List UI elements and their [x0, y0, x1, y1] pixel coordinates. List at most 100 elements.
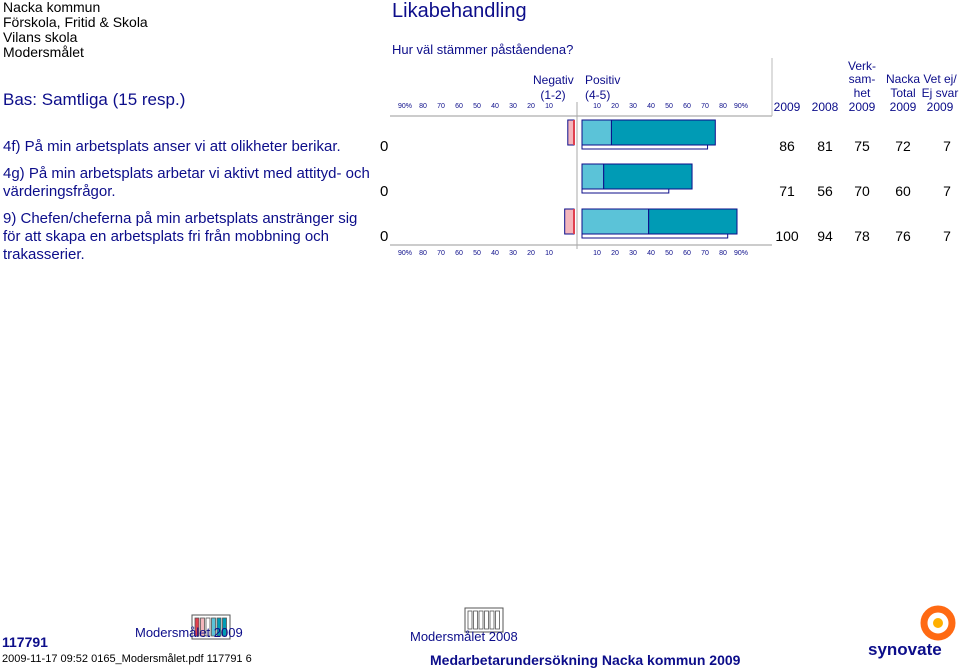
- org-name: Nacka kommun: [3, 0, 101, 15]
- tick-label-neg-top: 50: [473, 103, 481, 110]
- tick-label-pos-top: 10: [593, 103, 601, 110]
- col-vet-3: 2009: [926, 100, 954, 114]
- tick-label-pos-bottom: 70: [701, 250, 709, 257]
- tick-label-neg-bottom: 10: [545, 250, 553, 257]
- bar-2009-pos-fully: [603, 163, 693, 190]
- value-2008-4f: 81: [817, 138, 833, 154]
- tick-label-neg-top: 80: [419, 103, 427, 110]
- col-2008: 2008: [811, 100, 839, 114]
- footer-code: 117791: [2, 634, 48, 650]
- col-nacka-1: Nacka: [885, 72, 920, 86]
- legend-2008-icon-swatch: [489, 610, 495, 630]
- value-2008-9: 94: [817, 228, 833, 244]
- bar-2009-neg-partly: [564, 208, 575, 235]
- tick-label-pos-bottom: 90%: [734, 250, 748, 257]
- page-subtitle: Hur väl stämmer påståendena?: [392, 42, 574, 57]
- bar-2009-neg-fully: [573, 120, 575, 145]
- value-vet-4g: 7: [943, 183, 951, 199]
- tick-label-pos-bottom: 80: [719, 250, 727, 257]
- tick-label-neg-bottom: 20: [527, 250, 535, 257]
- col-positiv: Positiv: [585, 73, 621, 87]
- zero-label-4g: 0: [380, 183, 389, 200]
- legend-2009-icon-swatch: [211, 617, 216, 637]
- legend-2008-icon-swatch: [484, 610, 489, 630]
- value-nacka-4g: 60: [895, 183, 911, 199]
- tick-label-pos-top: 40: [647, 103, 655, 110]
- tick-label-pos-top: 90%: [734, 103, 748, 110]
- col-verk-4: 2009: [848, 100, 876, 114]
- unit-name-1: Förskola, Fritid & Skola: [3, 14, 148, 30]
- tick-label-neg-bottom: 90%: [398, 250, 412, 257]
- col-negativ-range: (1-2): [540, 88, 566, 102]
- unit-name-3: Modersmålet: [3, 44, 84, 60]
- bar-2009-pos-fully: [648, 208, 738, 235]
- tick-label-pos-top: 60: [683, 103, 691, 110]
- col-2009: 2009: [773, 100, 801, 114]
- legend-2008-icon-swatch: [473, 610, 478, 630]
- tick-label-pos-bottom: 50: [665, 250, 673, 257]
- tick-label-pos-top: 70: [701, 103, 709, 110]
- legend-2008-icon-swatch: [478, 610, 484, 630]
- tick-label-pos-top: 80: [719, 103, 727, 110]
- synovate-logo-icon: [920, 605, 956, 641]
- value-vet-9: 7: [943, 228, 951, 244]
- col-nacka-2: Total: [890, 86, 916, 100]
- legend-2009-icon-swatch: [200, 617, 205, 637]
- tick-label-pos-bottom: 40: [647, 250, 655, 257]
- tick-label-neg-top: 30: [509, 103, 517, 110]
- footer-fileinfo: 2009-11-17 09:52 0165_Modersmålet.pdf 11…: [2, 653, 252, 665]
- legend-2009-label: Modersmålet 2009: [135, 625, 243, 640]
- col-verk-3: het: [853, 86, 871, 100]
- legend-2009-icon-swatch: [194, 617, 200, 637]
- tick-label-pos-bottom: 30: [629, 250, 637, 257]
- question-4f: 4f) På min arbetsplats anser vi att olik…: [3, 138, 341, 155]
- tick-label-pos-bottom: 10: [593, 250, 601, 257]
- value-verk-4f: 75: [854, 138, 870, 154]
- bar-2009-pos-partly: [581, 208, 650, 235]
- value-nacka-9: 76: [895, 228, 911, 244]
- col-nacka-3: 2009: [889, 100, 917, 114]
- value-2009-4g: 71: [779, 183, 795, 199]
- unit-name-2: Vilans skola: [3, 29, 78, 45]
- legend-2009-icon-swatch: [205, 617, 211, 637]
- value-2009-4f: 86: [779, 138, 795, 154]
- legend-2008-icon-swatch: [495, 610, 500, 630]
- tick-label-neg-bottom: 30: [509, 250, 517, 257]
- tick-label-neg-top: 40: [491, 103, 499, 110]
- bar-2009-pos-fully: [610, 119, 716, 146]
- question-9: 9) Chefen/cheferna på min arbetsplats an…: [3, 210, 358, 263]
- tick-label-neg-bottom: 60: [455, 250, 463, 257]
- brand-name: synovate: [868, 640, 942, 659]
- tick-label-neg-top: 70: [437, 103, 445, 110]
- zero-label-9: 0: [380, 228, 389, 245]
- legend-2008-icon-swatch: [467, 610, 473, 630]
- col-vet-1: Vet ej/: [923, 72, 957, 86]
- tick-label-neg-bottom: 70: [437, 250, 445, 257]
- col-positiv-range: (4-5): [585, 88, 611, 102]
- zero-label-4f: 0: [380, 138, 389, 155]
- bar-2009-neg-fully: [573, 209, 575, 234]
- tick-label-neg-bottom: 50: [473, 250, 481, 257]
- tick-label-pos-bottom: 20: [611, 250, 619, 257]
- value-vet-4f: 7: [943, 138, 951, 154]
- tick-label-neg-top: 90%: [398, 103, 412, 110]
- value-nacka-4f: 72: [895, 138, 911, 154]
- col-verk-1: Verk-: [847, 59, 876, 73]
- base-label: Bas: Samtliga (15 resp.): [3, 90, 186, 109]
- col-verk-2: sam-: [848, 72, 876, 86]
- bar-2009-pos-partly: [581, 163, 605, 190]
- question-4g: 4g) På min arbetsplats arbetar vi aktivt…: [3, 165, 370, 200]
- tick-label-pos-top: 30: [629, 103, 637, 110]
- bar-2009-pos-partly: [581, 119, 612, 146]
- footer-survey: Medarbetarundersökning Nacka kommun 2009: [430, 652, 741, 668]
- tick-label-neg-bottom: 80: [419, 250, 427, 257]
- value-2009-9: 100: [775, 228, 799, 244]
- page-title: Likabehandling: [392, 0, 527, 22]
- legend-2009-icon-swatch: [216, 617, 222, 637]
- tick-label-pos-bottom: 60: [683, 250, 691, 257]
- value-2008-4g: 56: [817, 183, 833, 199]
- col-vet-2: Ej svar: [921, 86, 959, 100]
- tick-label-neg-top: 20: [527, 103, 535, 110]
- tick-label-pos-top: 20: [611, 103, 619, 110]
